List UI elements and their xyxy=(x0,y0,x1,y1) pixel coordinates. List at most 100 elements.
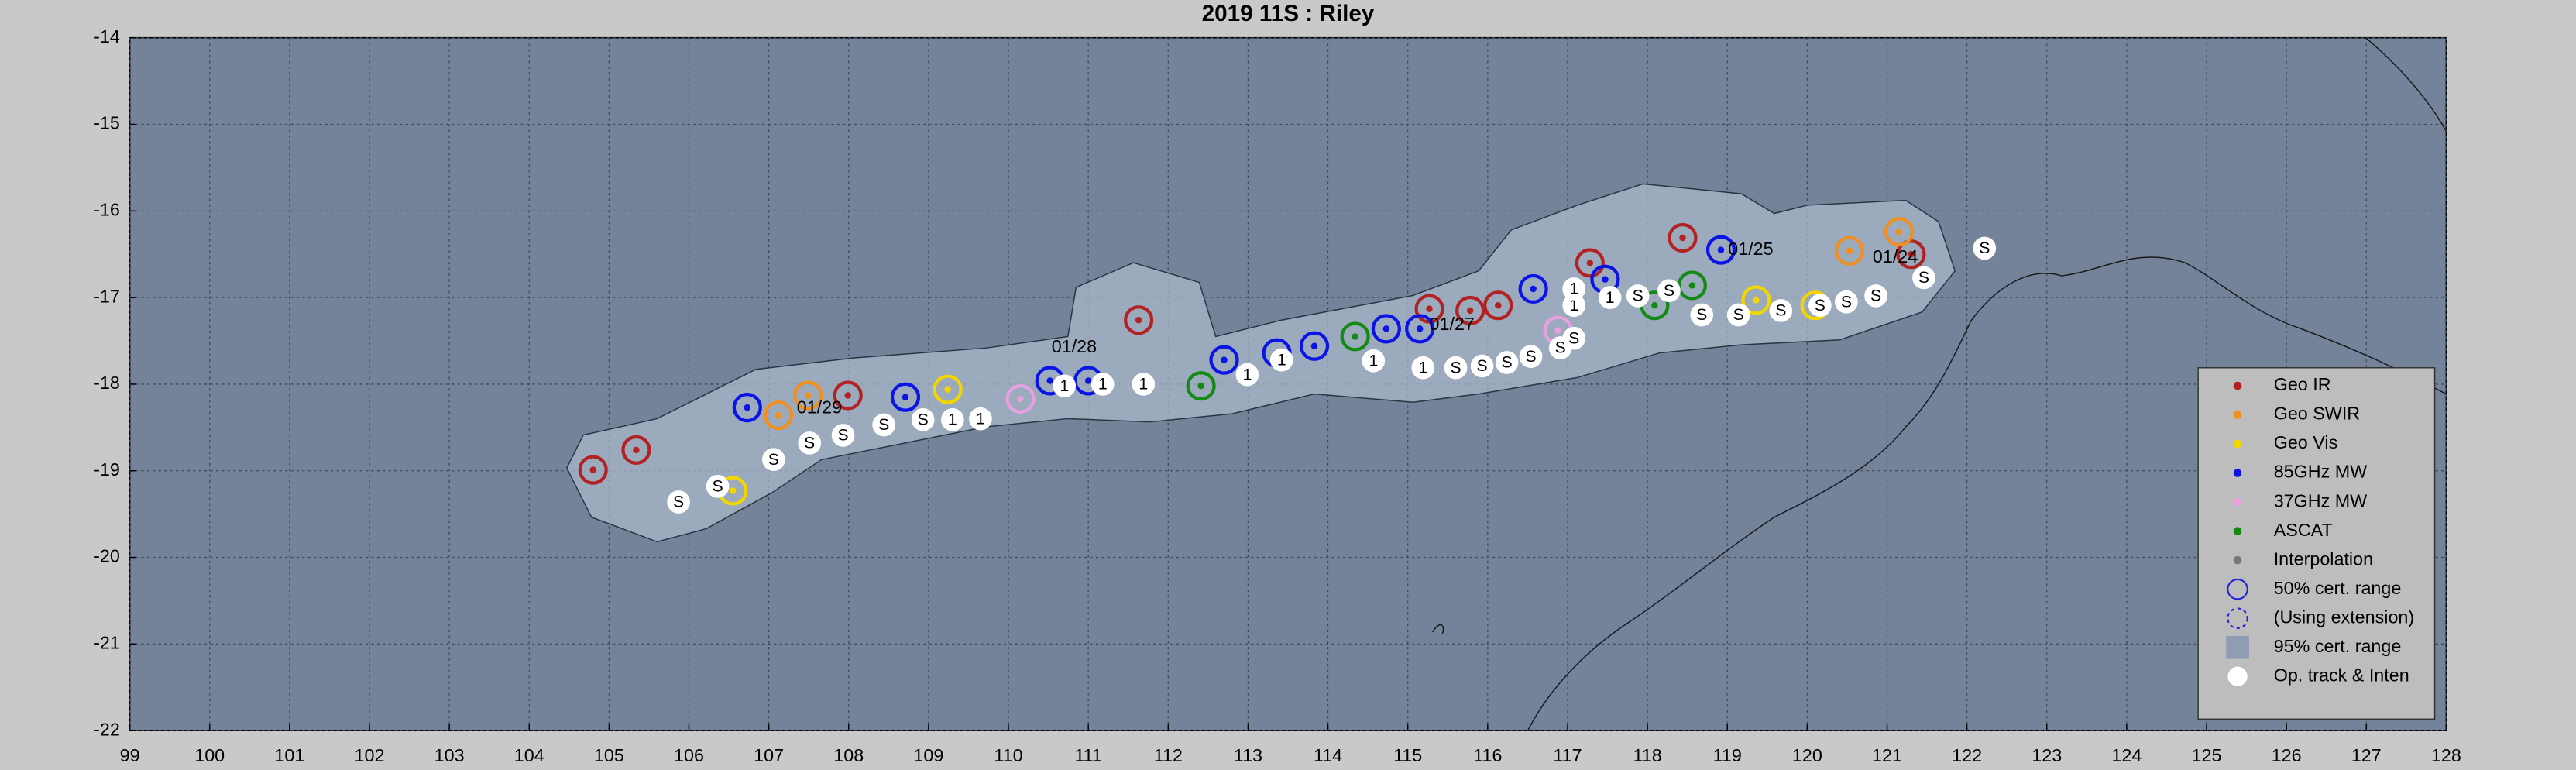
fix-dot xyxy=(589,466,596,473)
track-label: S xyxy=(1841,293,1852,311)
track-label: S xyxy=(918,411,929,428)
track-label: S xyxy=(673,493,684,511)
y-tick-label: -15 xyxy=(94,113,120,133)
fix-dot xyxy=(1135,316,1142,324)
legend-swatch xyxy=(2227,607,2248,629)
track-label: 1 xyxy=(1606,289,1615,307)
legend-label: Geo Vis xyxy=(2274,432,2338,452)
fix-dot xyxy=(744,404,751,411)
date-label: 01/27 xyxy=(1430,314,1475,334)
fix-ring xyxy=(1186,371,1216,401)
legend-swatch xyxy=(2233,381,2242,390)
fix-ring xyxy=(1483,290,1513,321)
track-label: S xyxy=(1733,306,1744,324)
track-label: 1 xyxy=(1418,359,1427,376)
track-label: S xyxy=(1525,348,1536,366)
x-tick-label: 113 xyxy=(1234,745,1262,765)
track-point xyxy=(831,424,855,447)
x-tick-label: 109 xyxy=(913,745,943,765)
x-tick-label: 116 xyxy=(1473,745,1502,765)
track-label: S xyxy=(1451,359,1461,376)
track-point xyxy=(1235,363,1259,387)
x-tick-label: 124 xyxy=(2111,745,2142,765)
track-point xyxy=(1973,236,1997,260)
track-point xyxy=(1132,373,1156,396)
fix-dot xyxy=(1895,228,1903,235)
track-point xyxy=(1470,354,1494,378)
track-label: 1 xyxy=(1243,366,1252,383)
track-point xyxy=(1562,277,1586,301)
fix-ring xyxy=(1371,314,1401,344)
y-tick-label: -18 xyxy=(94,373,120,393)
fix-ring xyxy=(1340,321,1370,352)
legend-swatch xyxy=(2233,527,2242,535)
x-tick-label: 110 xyxy=(994,745,1022,765)
fix-dot xyxy=(1084,377,1092,384)
track-point xyxy=(1053,374,1077,398)
x-tick-label: 104 xyxy=(514,745,544,765)
fix-ring xyxy=(833,380,863,411)
track-point xyxy=(1269,348,1293,372)
track-label: 1 xyxy=(976,410,985,428)
legend-swatch xyxy=(2233,555,2242,565)
x-tick-label: 112 xyxy=(1154,745,1183,765)
track-point xyxy=(667,490,690,514)
x-tick-label: 115 xyxy=(1393,745,1422,765)
track-label: S xyxy=(1633,287,1643,305)
track-label: 1 xyxy=(1569,280,1578,298)
legend-swatch xyxy=(2233,411,2242,419)
track-point xyxy=(940,407,964,431)
track-point xyxy=(1690,303,1714,327)
legend-swatch xyxy=(2233,439,2242,449)
fix-dot xyxy=(1679,234,1686,242)
track-label: S xyxy=(1568,329,1579,347)
track-point xyxy=(761,448,785,472)
track-label: S xyxy=(1502,354,1513,372)
fix-ring xyxy=(1705,235,1736,265)
track-point xyxy=(1562,326,1586,350)
fix-ring xyxy=(1124,305,1154,335)
fix-ring xyxy=(1518,273,1548,304)
legend-label: 37GHz MW xyxy=(2274,490,2368,510)
track-point xyxy=(1362,349,1386,373)
x-tick-label: 125 xyxy=(2192,745,2222,765)
x-tick-label: 123 xyxy=(2032,745,2062,765)
track-label: S xyxy=(1696,306,1707,324)
fix-dot xyxy=(1466,307,1474,315)
date-label: 01/24 xyxy=(1873,246,1918,266)
track-point xyxy=(1519,345,1543,369)
legend-label: Op. track & Inten xyxy=(2274,665,2409,685)
date-label: 01/29 xyxy=(797,397,842,417)
track-label: S xyxy=(713,478,723,496)
track-point xyxy=(1808,294,1832,318)
legend-swatch xyxy=(2226,635,2249,659)
y-tick-label: -22 xyxy=(94,719,120,739)
coastline xyxy=(1432,37,2447,731)
track-label: 1 xyxy=(1139,376,1148,394)
track-point xyxy=(798,431,822,455)
x-tick-label: 126 xyxy=(2272,745,2302,765)
track-point xyxy=(1444,356,1468,380)
legend-label: 50% cert. range xyxy=(2274,578,2402,598)
track-point xyxy=(1657,279,1681,303)
track-label: S xyxy=(804,435,815,452)
x-tick-label: 102 xyxy=(355,745,385,765)
x-tick-label: 119 xyxy=(1713,745,1742,765)
legend-swatch xyxy=(2227,578,2248,600)
track-label: 1 xyxy=(1098,376,1108,394)
chart-title: 2019 11S : Riley xyxy=(1202,1,1375,26)
date-label: 01/28 xyxy=(1052,336,1097,356)
x-tick-label: 106 xyxy=(674,745,704,765)
legend-label: 95% cert. range xyxy=(2274,636,2402,656)
fix-dot xyxy=(944,386,951,393)
track-point xyxy=(1598,286,1622,309)
y-tick-label: -21 xyxy=(94,632,120,652)
legend-swatch xyxy=(2227,666,2248,686)
fix-dot xyxy=(1688,282,1696,289)
x-tick-label: 108 xyxy=(833,745,864,765)
fix-ring xyxy=(1741,285,1771,315)
fix-dot xyxy=(1416,325,1424,332)
fix-dot xyxy=(729,487,737,494)
track-label: S xyxy=(837,427,848,445)
fix-dot xyxy=(1554,327,1561,334)
